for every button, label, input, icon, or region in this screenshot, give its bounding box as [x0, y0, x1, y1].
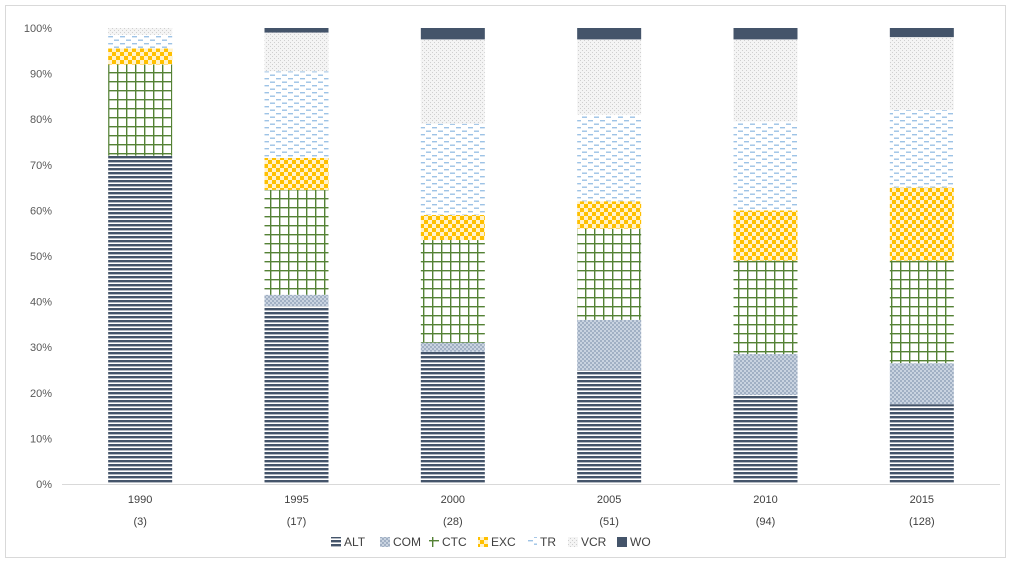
- bar-ctc-2005: [577, 228, 642, 320]
- y-tick-label-0: 0%: [36, 479, 52, 491]
- bar-com-2000: [420, 342, 485, 352]
- bar-wo-2010: [733, 28, 798, 40]
- bar-stack-2000: [420, 28, 485, 484]
- bar-vcr-2015: [889, 37, 954, 111]
- bar-vcr-1995: [264, 32, 329, 72]
- x-tick-label-1995: 1995: [284, 494, 308, 506]
- y-tick-label-10: 10%: [30, 433, 52, 445]
- y-axis: 0% 10% 20% 30% 40% 50% 60% 70% 80% 90% 100%: [24, 23, 52, 491]
- x-axis: 1990 (3) 1995 (17) 2000 (28) 2005 (51) 2010 (94) 2…: [62, 484, 1000, 528]
- y-tick-label-50: 50%: [30, 251, 52, 263]
- legend-swatch-alt: [331, 537, 341, 547]
- bar-exc-2015: [889, 187, 954, 261]
- bar-alt-1995: [264, 306, 329, 484]
- bar-vcr-2005: [577, 39, 642, 115]
- bar-ctc-1990: [108, 64, 173, 156]
- bar-exc-2000: [420, 214, 485, 241]
- legend-swatch-exc: [478, 537, 488, 547]
- bar-stack-2015: [889, 28, 954, 484]
- x-count-label-1990: (3): [133, 516, 146, 528]
- bar-alt-2015: [889, 404, 954, 484]
- bar-alt-2000: [420, 351, 485, 484]
- bar-ctc-2010: [733, 260, 798, 355]
- legend-swatch-ctc: [429, 537, 439, 547]
- bar-vcr-1990: [108, 28, 173, 35]
- bar-exc-1990: [108, 48, 173, 65]
- legend-swatch-vcr: [568, 537, 578, 547]
- bar-com-2010: [733, 354, 798, 396]
- bar-wo-1995: [264, 28, 329, 33]
- bar-com-1995: [264, 294, 329, 307]
- legend-label-alt: ALT: [344, 535, 366, 549]
- y-tick-label-40: 40%: [30, 297, 52, 309]
- legend: ALT COM CTC EXC TR VCR WO: [331, 535, 651, 549]
- bar-wo-2000: [420, 28, 485, 40]
- bar-tr-2000: [420, 123, 485, 215]
- legend-swatch-wo: [617, 537, 627, 547]
- bar-ctc-1995: [264, 189, 329, 295]
- legend-label-tr: TR: [540, 535, 556, 549]
- bar-tr-1990: [108, 34, 173, 49]
- bar-wo-2005: [577, 28, 642, 40]
- x-tick-label-2010: 2010: [753, 494, 777, 506]
- x-tick-label-1990: 1990: [128, 494, 152, 506]
- bar-alt-2010: [733, 395, 798, 484]
- bar-com-2015: [889, 363, 954, 405]
- bar-stack-1990: [108, 28, 173, 484]
- legend-label-exc: EXC: [491, 535, 516, 549]
- bar-stack-2005: [577, 28, 642, 484]
- legend-label-wo: WO: [630, 535, 651, 549]
- bar-tr-1995: [264, 71, 329, 158]
- bar-tr-2005: [577, 114, 642, 202]
- legend-label-vcr: VCR: [581, 535, 607, 549]
- x-tick-label-2000: 2000: [441, 494, 465, 506]
- bar-ctc-2015: [889, 260, 954, 364]
- bar-stack-1995: [264, 28, 329, 484]
- bar-vcr-2000: [420, 39, 485, 124]
- bar-tr-2015: [889, 110, 954, 188]
- bar-vcr-2010: [733, 39, 798, 122]
- x-count-label-2010: (94): [756, 516, 776, 528]
- bar-exc-2010: [733, 210, 798, 261]
- legend-swatch-com: [380, 537, 390, 547]
- bar-ctc-2000: [420, 240, 485, 343]
- bar-wo-2015: [889, 28, 954, 38]
- bar-alt-2005: [577, 370, 642, 484]
- y-tick-label-30: 30%: [30, 342, 52, 354]
- bar-stacks: [108, 28, 954, 484]
- y-tick-label-20: 20%: [30, 388, 52, 400]
- bar-alt-1990: [108, 155, 173, 484]
- x-count-label-2000: (28): [443, 516, 463, 528]
- y-tick-label-90: 90%: [30, 69, 52, 81]
- y-tick-label-80: 80%: [30, 114, 52, 126]
- y-tick-label-60: 60%: [30, 205, 52, 217]
- legend-label-com: COM: [393, 535, 421, 549]
- bar-exc-1995: [264, 157, 329, 190]
- y-tick-label-100: 100%: [24, 23, 52, 35]
- x-tick-label-2015: 2015: [910, 494, 934, 506]
- x-count-label-2015: (128): [909, 516, 935, 528]
- x-tick-label-2005: 2005: [597, 494, 621, 506]
- legend-swatch-tr: [527, 537, 537, 547]
- bar-tr-2010: [733, 121, 798, 211]
- legend-label-ctc: CTC: [442, 535, 467, 549]
- y-tick-label-70: 70%: [30, 160, 52, 172]
- x-count-label-1995: (17): [287, 516, 307, 528]
- bar-exc-2005: [577, 201, 642, 229]
- bar-stack-2010: [733, 28, 798, 484]
- x-count-label-2005: (51): [599, 516, 619, 528]
- bar-com-2005: [577, 319, 642, 370]
